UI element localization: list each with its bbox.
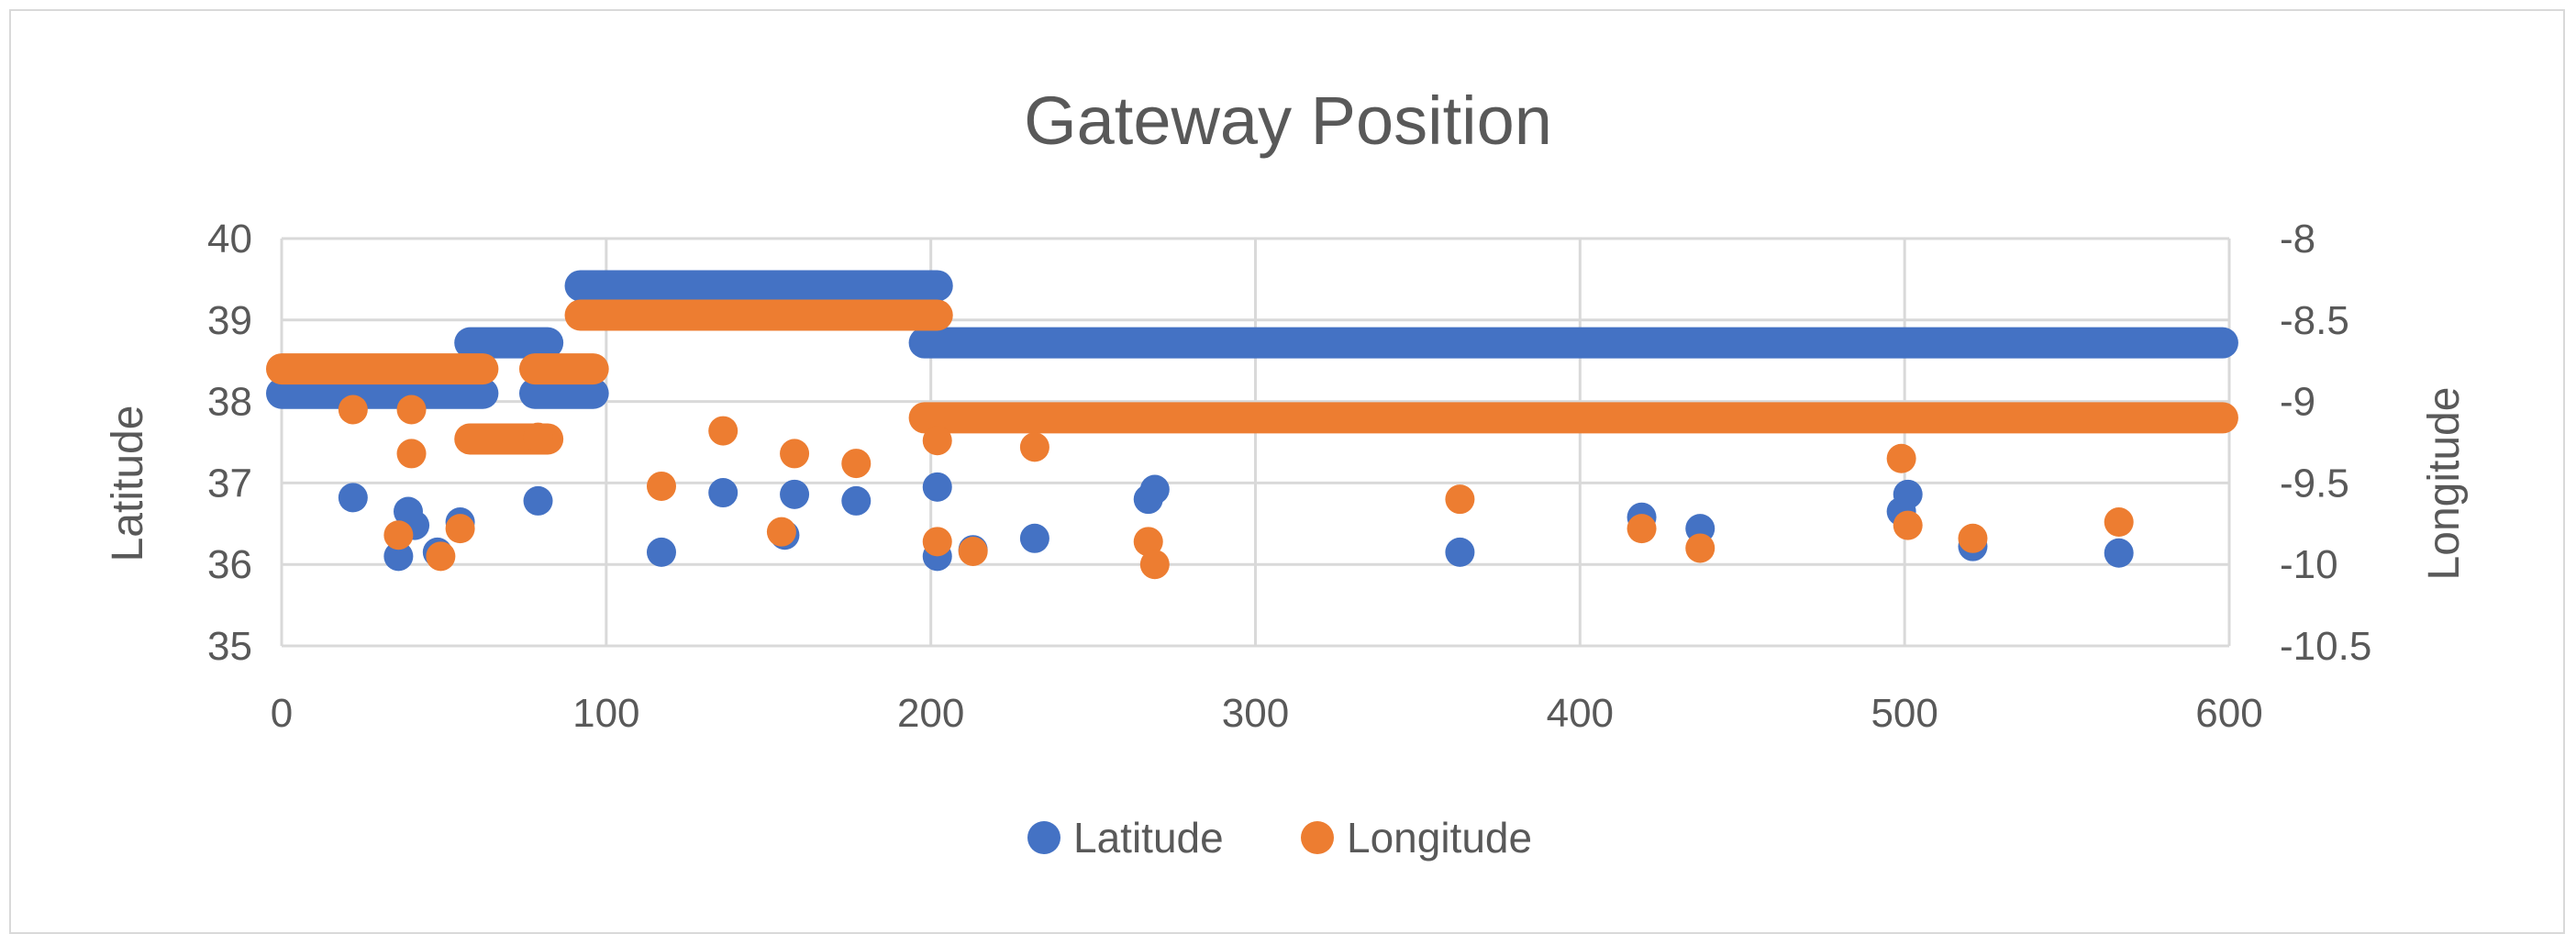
chart-title: Gateway Position xyxy=(1024,83,1552,159)
longitude-point xyxy=(1445,484,1475,515)
longitude-point xyxy=(1886,443,1916,473)
longitude-point xyxy=(426,541,456,572)
right-tick-label: -8.5 xyxy=(2280,298,2349,343)
longitude-point xyxy=(1133,527,1163,557)
chart-frame xyxy=(9,9,2565,934)
longitude-point xyxy=(383,520,414,550)
x-tick-label: 600 xyxy=(2195,691,2262,736)
right-axis-ticks: -10.5 -10 -9.5 -9 -8.5 -8 xyxy=(2280,217,2371,669)
longitude-point xyxy=(445,514,475,544)
right-tick-label: -10 xyxy=(2280,542,2338,587)
x-tick-label: 100 xyxy=(572,691,639,736)
latitude-point xyxy=(1445,537,1475,567)
latitude-point xyxy=(922,472,952,502)
left-tick-label: 39 xyxy=(207,298,252,343)
right-tick-label: -10.5 xyxy=(2280,624,2371,669)
latitude-point xyxy=(780,479,810,509)
x-tick-label: 400 xyxy=(1547,691,1614,736)
right-tick-label: -8 xyxy=(2280,217,2315,261)
longitude-point xyxy=(1627,514,1657,544)
longitude-point xyxy=(780,439,810,469)
x-tick-label: 200 xyxy=(897,691,964,736)
x-tick-label: 300 xyxy=(1222,691,1289,736)
latitude-point xyxy=(708,478,738,508)
longitude-point xyxy=(708,416,738,446)
longitude-point xyxy=(766,517,796,547)
left-axis-title: Latitude xyxy=(104,406,152,562)
x-tick-label: 500 xyxy=(1871,691,1938,736)
latitude-point xyxy=(1139,474,1170,505)
x-tick-label: 0 xyxy=(271,691,293,736)
legend-label-latitude: Latitude xyxy=(1073,814,1224,862)
latitude-point xyxy=(383,541,414,572)
latitude-point xyxy=(338,483,368,513)
longitude-point xyxy=(958,536,988,566)
latitude-point xyxy=(1893,479,1923,509)
legend-label-longitude: Longitude xyxy=(1347,814,1532,862)
longitude-point xyxy=(1893,510,1923,540)
longitude-point xyxy=(646,471,676,501)
longitude-point xyxy=(523,422,553,452)
longitude-point xyxy=(396,395,427,425)
latitude-point xyxy=(2104,538,2134,568)
left-tick-label: 37 xyxy=(207,461,252,506)
longitude-point xyxy=(1958,523,1988,553)
legend-marker-longitude xyxy=(1301,821,1334,854)
longitude-point xyxy=(2104,507,2134,538)
latitude-point xyxy=(646,537,676,567)
legend-marker-latitude xyxy=(1027,821,1060,854)
left-tick-label: 40 xyxy=(207,217,252,261)
left-tick-label: 35 xyxy=(207,624,252,669)
longitude-point xyxy=(841,449,872,479)
legend: Latitude Longitude xyxy=(1027,814,1532,862)
series-longitude xyxy=(266,299,2238,580)
right-tick-label: -9 xyxy=(2280,380,2315,425)
left-axis-ticks: 35 36 37 38 39 40 xyxy=(207,217,252,669)
longitude-point xyxy=(338,395,368,425)
right-tick-label: -9.5 xyxy=(2280,461,2349,506)
longitude-point xyxy=(922,426,952,456)
left-tick-label: 36 xyxy=(207,542,252,587)
right-axis-title: Longitude xyxy=(2420,387,2469,581)
longitude-point xyxy=(1685,533,1715,563)
x-axis-ticks: 0 100 200 300 400 500 600 xyxy=(271,691,2263,736)
latitude-point xyxy=(841,485,872,516)
longitude-point xyxy=(396,439,427,469)
longitude-point xyxy=(922,527,952,557)
left-tick-label: 38 xyxy=(207,380,252,425)
longitude-point xyxy=(1139,550,1170,580)
latitude-point xyxy=(523,485,553,516)
longitude-point xyxy=(1019,432,1049,462)
latitude-point xyxy=(1019,523,1049,553)
